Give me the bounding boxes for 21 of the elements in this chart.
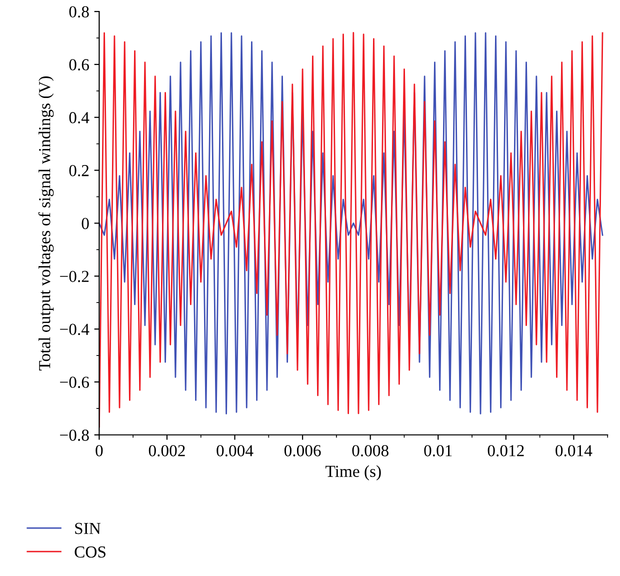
x-axis-title: Time (s)	[326, 465, 381, 480]
x-tick-label: 0	[96, 445, 103, 456]
y-axis-title: Total output voltages of signal windings (V)	[38, 76, 54, 370]
y-tick-label: −0.6	[60, 376, 89, 388]
y-tick-label: 0.8	[69, 6, 89, 18]
legend-label: SIN	[75, 522, 101, 534]
x-tick-label: 0.006	[284, 445, 321, 456]
y-tick-label: −0.4	[60, 324, 90, 336]
x-tick-label: 0.014	[556, 445, 592, 456]
legend-label: COS	[74, 546, 106, 558]
x-tick-label: 0.012	[488, 445, 524, 456]
y-tick-label: −0.2	[60, 270, 89, 282]
y-tick-label: 0.4	[69, 112, 90, 124]
x-tick-label: 0.01	[424, 445, 452, 456]
y-tick-label: 0.6	[69, 59, 89, 70]
y-tick-label: 0	[82, 218, 89, 230]
y-tick-label: −0.8	[60, 430, 89, 441]
y-tick-label: 0.2	[69, 164, 89, 176]
x-tick-label: 0.002	[148, 445, 185, 456]
x-tick-label: 0.008	[352, 445, 388, 456]
x-tick-label: 0.004	[216, 445, 254, 456]
